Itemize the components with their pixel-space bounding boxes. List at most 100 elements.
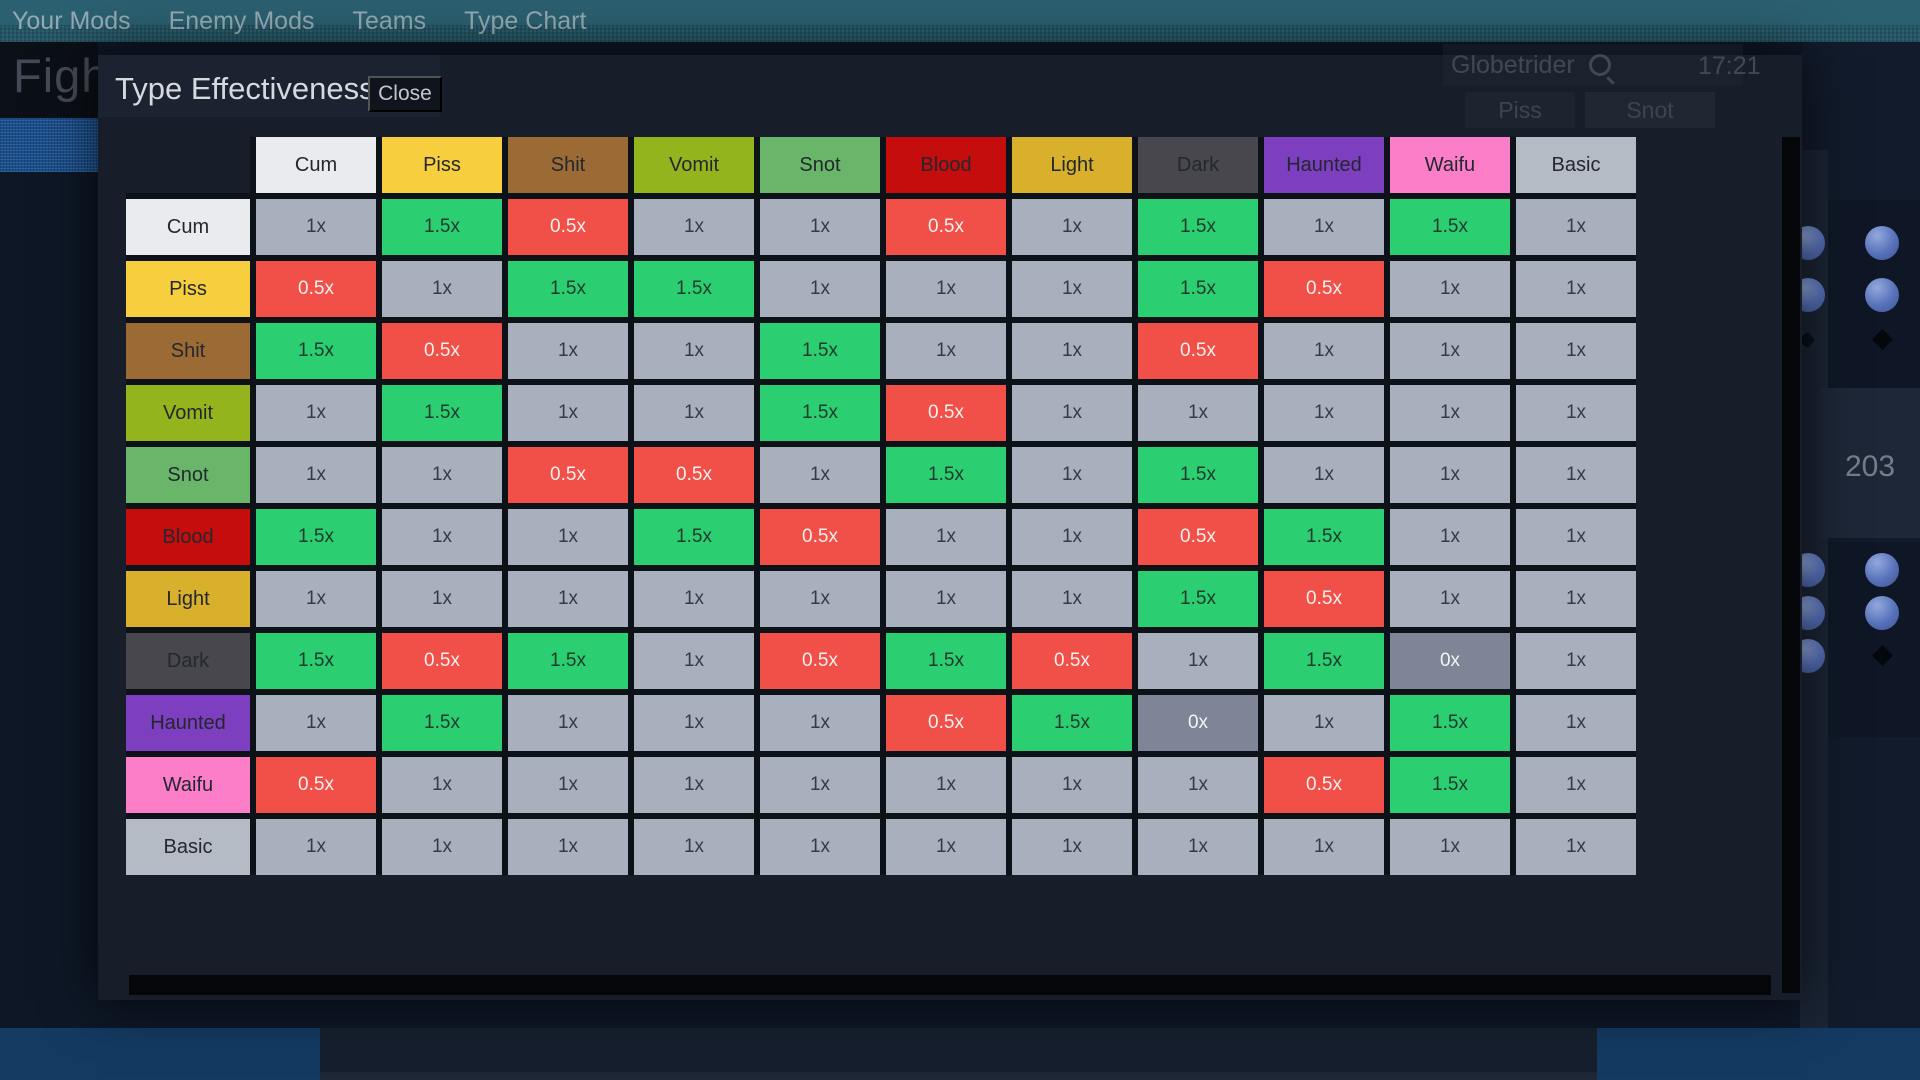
background-screen-title-block: Figh: [0, 42, 98, 118]
row-header-shit: Shit: [126, 323, 250, 379]
top-tab-bar: Your Mods Enemy Mods Teams Type Chart: [0, 0, 1920, 42]
matrix-cell-dark-light: 0.5x: [1012, 633, 1132, 689]
vertical-scrollbar-track[interactable]: [1782, 137, 1800, 993]
matrix-cell-basic-piss: 1x: [382, 819, 502, 875]
matrix-cell-vomit-piss: 1.5x: [382, 385, 502, 441]
type-effectiveness-grid: Cum Piss Shit Vomit Snot Blood Light Dark Haunte…: [126, 137, 1636, 875]
row-header-cum: Cum: [126, 199, 250, 255]
matrix-cell-waifu-shit: 1x: [508, 757, 628, 813]
matrix-cell-basic-blood: 1x: [886, 819, 1006, 875]
matrix-cell-waifu-waifu: 1.5x: [1390, 757, 1510, 813]
matrix-cell-light-haunted: 0.5x: [1264, 571, 1384, 627]
matrix-cell-light-piss: 1x: [382, 571, 502, 627]
matrix-cell-piss-waifu: 1x: [1390, 261, 1510, 317]
matrix-cell-vomit-vomit: 1x: [634, 385, 754, 441]
matrix-cell-blood-snot: 0.5x: [760, 509, 880, 565]
matrix-cell-dark-shit: 1.5x: [508, 633, 628, 689]
matrix-cell-snot-haunted: 1x: [1264, 447, 1384, 503]
matrix-cell-light-basic: 1x: [1516, 571, 1636, 627]
matrix-cell-basic-light: 1x: [1012, 819, 1132, 875]
row-header-dark: Dark: [126, 633, 250, 689]
tab-teams[interactable]: Teams: [352, 7, 427, 35]
matrix-cell-piss-light: 1x: [1012, 261, 1132, 317]
matrix-cell-waifu-haunted: 0.5x: [1264, 757, 1384, 813]
matrix-cell-blood-vomit: 1.5x: [634, 509, 754, 565]
matrix-cell-vomit-waifu: 1x: [1390, 385, 1510, 441]
row-header-basic: Basic: [126, 819, 250, 875]
tab-type-chart[interactable]: Type Chart: [464, 7, 587, 35]
matrix-cell-piss-basic: 1x: [1516, 261, 1636, 317]
matrix-cell-shit-haunted: 1x: [1264, 323, 1384, 379]
orb-icon: [1865, 278, 1899, 312]
matrix-cell-waifu-blood: 1x: [886, 757, 1006, 813]
matrix-cell-light-blood: 1x: [886, 571, 1006, 627]
column-header-cum: Cum: [256, 137, 376, 193]
matrix-cell-waifu-snot: 1x: [760, 757, 880, 813]
column-header-dark: Dark: [1138, 137, 1258, 193]
matrix-cell-cum-shit: 0.5x: [508, 199, 628, 255]
matrix-cell-cum-blood: 0.5x: [886, 199, 1006, 255]
close-button[interactable]: Close: [368, 76, 442, 112]
background-blue-panel-fragment: [0, 118, 98, 172]
matrix-cell-haunted-haunted: 1x: [1264, 695, 1384, 751]
background-bottom-lip: [320, 1072, 1597, 1080]
matrix-cell-snot-vomit: 0.5x: [634, 447, 754, 503]
matrix-cell-shit-snot: 1.5x: [760, 323, 880, 379]
matrix-cell-basic-snot: 1x: [760, 819, 880, 875]
matrix-cell-waifu-basic: 1x: [1516, 757, 1636, 813]
column-header-light: Light: [1012, 137, 1132, 193]
matrix-cell-haunted-snot: 1x: [760, 695, 880, 751]
matrix-cell-cum-cum: 1x: [256, 199, 376, 255]
matrix-cell-piss-haunted: 0.5x: [1264, 261, 1384, 317]
matrix-cell-haunted-vomit: 1x: [634, 695, 754, 751]
orb-icon: [1865, 226, 1899, 260]
matrix-cell-blood-haunted: 1.5x: [1264, 509, 1384, 565]
matrix-cell-dark-cum: 1.5x: [256, 633, 376, 689]
orb-icon: [1865, 596, 1899, 630]
matrix-cell-haunted-waifu: 1.5x: [1390, 695, 1510, 751]
matrix-cell-blood-dark: 0.5x: [1138, 509, 1258, 565]
background-screen-title: Figh: [13, 49, 98, 102]
matrix-cell-haunted-light: 1.5x: [1012, 695, 1132, 751]
row-header-vomit: Vomit: [126, 385, 250, 441]
background-bottom-left-panel: [0, 1028, 320, 1080]
column-header-snot: Snot: [760, 137, 880, 193]
row-header-snot: Snot: [126, 447, 250, 503]
matrix-cell-light-shit: 1x: [508, 571, 628, 627]
matrix-cell-snot-snot: 1x: [760, 447, 880, 503]
matrix-cell-dark-dark: 1x: [1138, 633, 1258, 689]
matrix-cell-waifu-vomit: 1x: [634, 757, 754, 813]
matrix-cell-piss-blood: 1x: [886, 261, 1006, 317]
tab-your-mods[interactable]: Your Mods: [12, 7, 131, 35]
matrix-cell-dark-haunted: 1.5x: [1264, 633, 1384, 689]
matrix-cell-haunted-cum: 1x: [256, 695, 376, 751]
matrix-cell-snot-waifu: 1x: [1390, 447, 1510, 503]
matrix-cell-shit-waifu: 1x: [1390, 323, 1510, 379]
background-counter-panel: 203: [1820, 388, 1920, 538]
matrix-cell-basic-vomit: 1x: [634, 819, 754, 875]
horizontal-scrollbar-track[interactable]: [129, 975, 1771, 995]
matrix-cell-piss-vomit: 1.5x: [634, 261, 754, 317]
matrix-cell-light-snot: 1x: [760, 571, 880, 627]
matrix-cell-piss-shit: 1.5x: [508, 261, 628, 317]
matrix-cell-piss-snot: 1x: [760, 261, 880, 317]
matrix-cell-snot-piss: 1x: [382, 447, 502, 503]
matrix-cell-waifu-cum: 0.5x: [256, 757, 376, 813]
tab-list: Your Mods Enemy Mods Teams Type Chart: [8, 0, 590, 42]
matrix-cell-waifu-piss: 1x: [382, 757, 502, 813]
matrix-cell-cum-dark: 1.5x: [1138, 199, 1258, 255]
column-header-shit: Shit: [508, 137, 628, 193]
matrix-cell-blood-cum: 1.5x: [256, 509, 376, 565]
matrix-cell-vomit-dark: 1x: [1138, 385, 1258, 441]
grid-corner-cell: [126, 137, 250, 193]
matrix-cell-vomit-cum: 1x: [256, 385, 376, 441]
column-header-haunted: Haunted: [1264, 137, 1384, 193]
matrix-cell-shit-piss: 0.5x: [382, 323, 502, 379]
tab-enemy-mods[interactable]: Enemy Mods: [168, 7, 315, 35]
matrix-cell-blood-basic: 1x: [1516, 509, 1636, 565]
matrix-cell-shit-light: 1x: [1012, 323, 1132, 379]
matrix-cell-vomit-basic: 1x: [1516, 385, 1636, 441]
background-counter: 203: [1844, 450, 1896, 483]
matrix-cell-light-dark: 1.5x: [1138, 571, 1258, 627]
matrix-cell-waifu-light: 1x: [1012, 757, 1132, 813]
